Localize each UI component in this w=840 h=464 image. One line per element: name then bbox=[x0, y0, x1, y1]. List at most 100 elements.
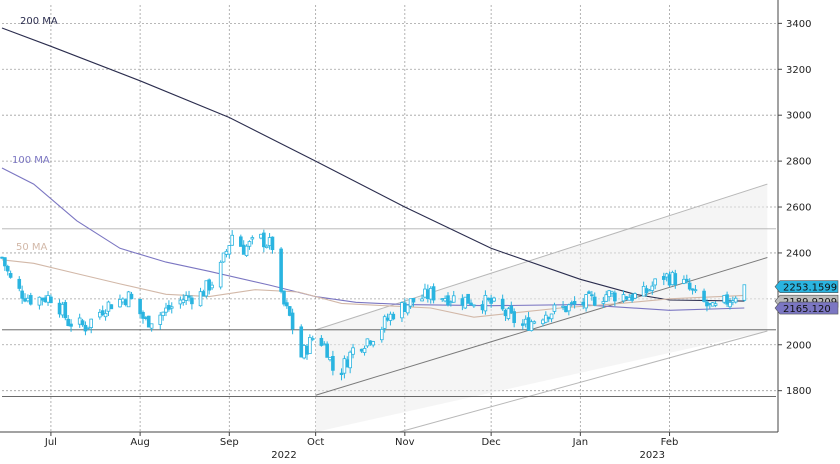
candle bbox=[282, 290, 286, 307]
candle-body bbox=[529, 321, 534, 332]
candle bbox=[3, 257, 7, 271]
candle bbox=[164, 302, 168, 317]
candle-body bbox=[218, 261, 223, 288]
candle-body bbox=[201, 291, 206, 297]
x-tick-label: Sep bbox=[220, 437, 239, 448]
candle bbox=[469, 299, 473, 306]
candle-body bbox=[230, 234, 234, 246]
price-tags: 2253.15992189.92092165.120 bbox=[774, 280, 839, 315]
axes: 180020002200240026002800300032003400JulA… bbox=[0, 0, 811, 461]
y-tick-label: 3400 bbox=[786, 19, 811, 30]
candle-body bbox=[503, 310, 508, 317]
candle bbox=[302, 343, 306, 360]
candle-body bbox=[466, 293, 470, 304]
candle-body bbox=[123, 299, 128, 306]
candle bbox=[529, 319, 534, 332]
candle-body bbox=[60, 303, 65, 316]
candle-body bbox=[305, 345, 309, 355]
candle-body bbox=[126, 291, 131, 308]
y-tick-label: 3200 bbox=[786, 65, 811, 76]
candle-body bbox=[37, 296, 42, 306]
candle bbox=[129, 291, 134, 300]
candle bbox=[80, 318, 85, 327]
candle-body bbox=[167, 304, 171, 310]
candle bbox=[158, 312, 163, 330]
candle-body bbox=[693, 289, 698, 292]
candle-body bbox=[633, 293, 637, 299]
candle-body bbox=[446, 295, 450, 306]
candle bbox=[184, 291, 188, 305]
candle-body bbox=[400, 302, 404, 319]
candle-body bbox=[138, 298, 142, 315]
candle bbox=[380, 326, 384, 343]
candle bbox=[103, 309, 108, 321]
candle-body bbox=[302, 345, 306, 359]
candle bbox=[109, 304, 114, 310]
candle-body bbox=[181, 299, 186, 303]
candle bbox=[702, 288, 706, 303]
candle-body bbox=[28, 295, 33, 305]
candle-body bbox=[290, 312, 295, 330]
year-label: 2023 bbox=[640, 450, 665, 460]
candle-body bbox=[607, 290, 611, 298]
candle-body bbox=[647, 289, 652, 292]
y-tick-label: 2800 bbox=[786, 157, 811, 168]
candle bbox=[264, 244, 269, 249]
candle bbox=[149, 323, 154, 332]
channel-middle bbox=[315, 257, 768, 396]
candle-body bbox=[480, 304, 485, 311]
candle-body bbox=[227, 245, 232, 255]
candle-body bbox=[388, 313, 393, 321]
candles bbox=[0, 229, 747, 381]
price-tag-label: 2165.120 bbox=[783, 304, 831, 315]
candle-body bbox=[463, 296, 468, 309]
candle-body bbox=[731, 300, 735, 303]
candle bbox=[250, 235, 255, 245]
candle-body bbox=[146, 315, 151, 328]
candle-body bbox=[489, 297, 493, 304]
candle bbox=[483, 290, 488, 315]
candle bbox=[218, 260, 223, 290]
price-tag: 2253.1599 bbox=[774, 280, 839, 293]
candle-body bbox=[322, 343, 327, 346]
candle-body bbox=[742, 284, 747, 301]
candle-body bbox=[601, 301, 606, 304]
candle-body bbox=[66, 318, 70, 326]
candle bbox=[604, 290, 609, 302]
candle-body bbox=[581, 301, 586, 306]
candle bbox=[633, 292, 637, 300]
candle-body bbox=[431, 286, 436, 301]
candle-body bbox=[46, 295, 50, 303]
candle bbox=[685, 274, 689, 284]
candle-body bbox=[244, 245, 249, 257]
candle-body bbox=[587, 291, 591, 294]
candle-body bbox=[405, 304, 410, 314]
candle-body bbox=[428, 287, 433, 300]
candle-body bbox=[391, 313, 396, 320]
candle bbox=[181, 294, 186, 306]
candle-body bbox=[544, 314, 548, 323]
candle-body bbox=[342, 358, 347, 374]
candle-body bbox=[713, 303, 718, 306]
candle bbox=[693, 285, 698, 294]
x-tick-label: Nov bbox=[395, 437, 415, 448]
candle-body bbox=[380, 329, 384, 341]
candle bbox=[592, 292, 597, 307]
candle-body bbox=[161, 311, 165, 316]
candle-body bbox=[722, 295, 727, 303]
candle-body bbox=[567, 304, 571, 312]
candle-body bbox=[492, 297, 496, 302]
candle bbox=[500, 294, 505, 311]
candle-body bbox=[650, 285, 655, 291]
candle-body bbox=[682, 278, 686, 284]
candle-body bbox=[526, 317, 531, 331]
candle bbox=[420, 294, 424, 302]
candle bbox=[262, 229, 266, 253]
candle bbox=[20, 285, 24, 304]
candle bbox=[564, 305, 568, 313]
x-tick-label: Dec bbox=[481, 437, 500, 448]
candle-body bbox=[331, 356, 335, 371]
candle bbox=[446, 292, 450, 307]
